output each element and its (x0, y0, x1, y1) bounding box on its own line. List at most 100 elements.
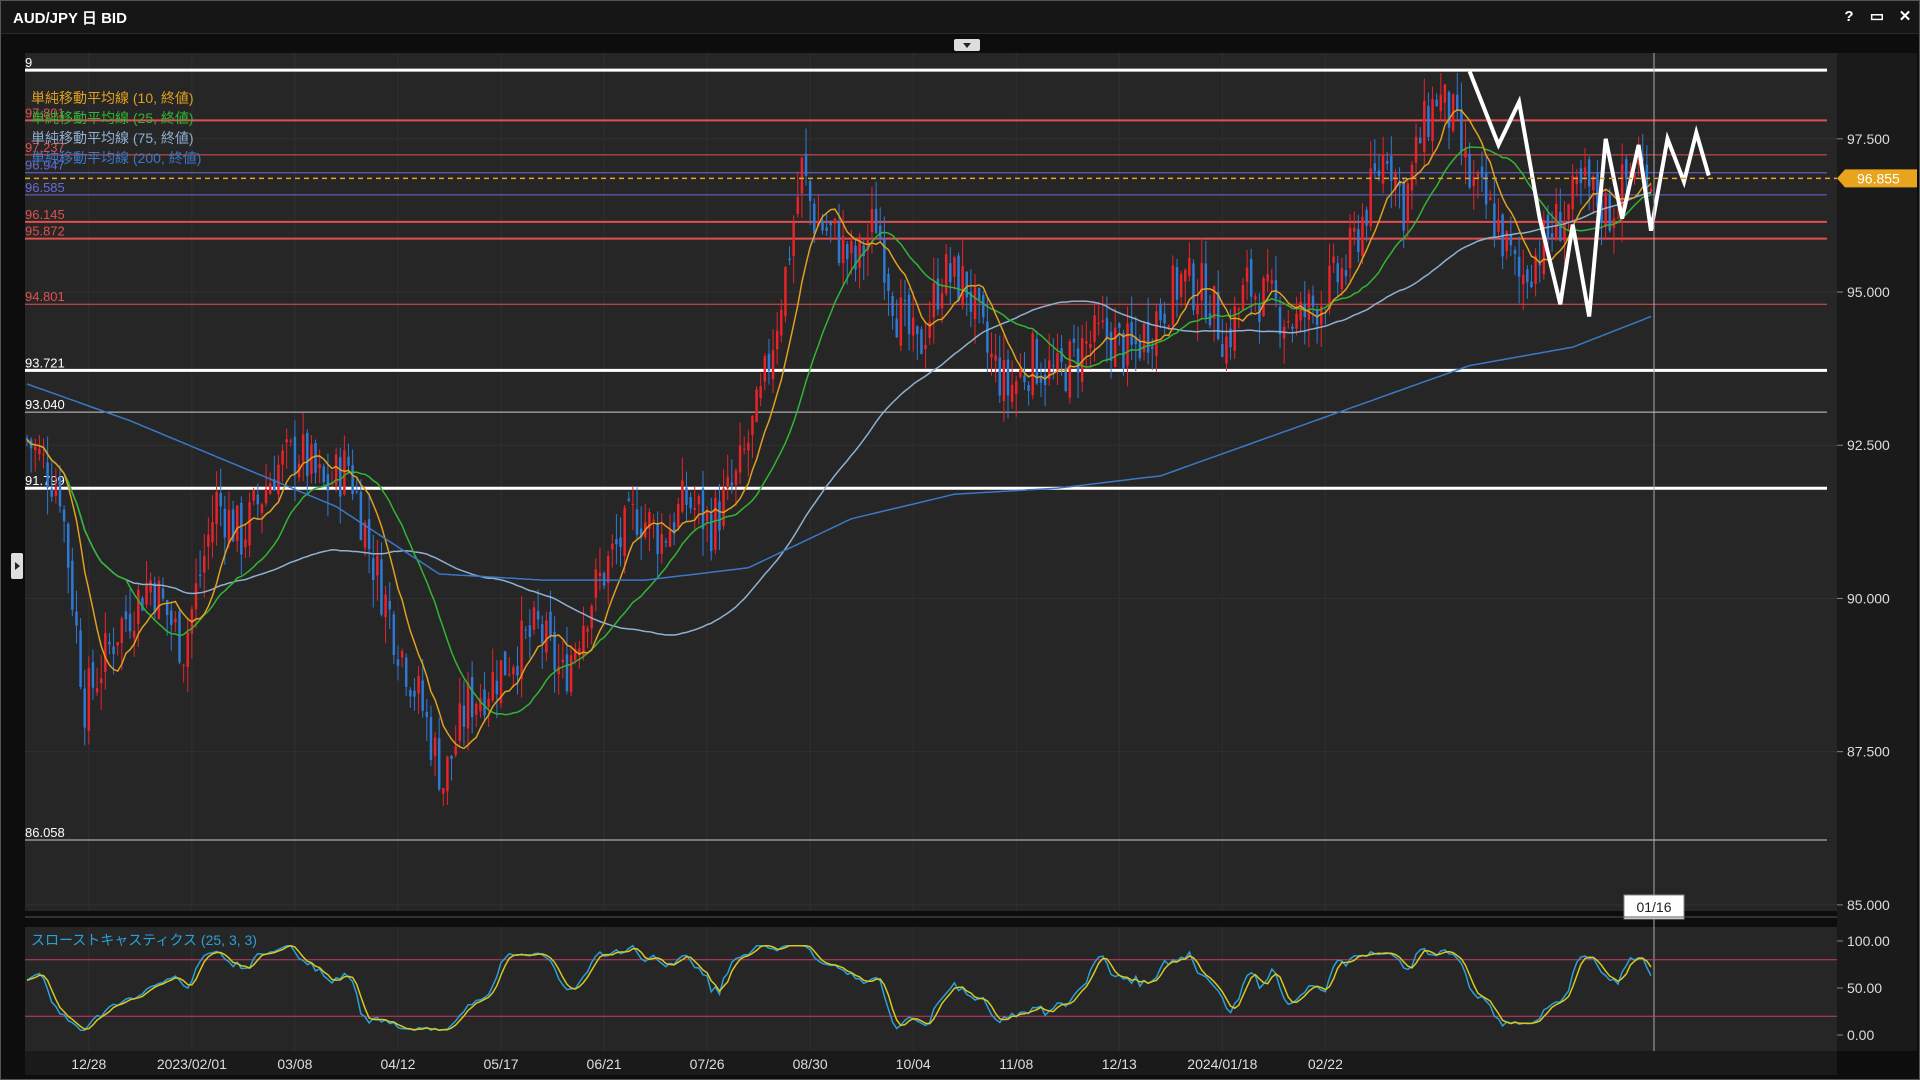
candle-body (1625, 159, 1628, 180)
candle-body (969, 291, 973, 312)
candle-body (83, 688, 86, 728)
stochastic-panel (25, 927, 1837, 1051)
candle-body (404, 657, 408, 687)
candle-body (874, 208, 878, 234)
candle-body (767, 353, 771, 372)
candle-body (1146, 321, 1150, 353)
candle-body (1188, 257, 1191, 277)
candle-body (870, 208, 874, 233)
candle-body (1249, 259, 1253, 297)
candle-body (1596, 172, 1599, 208)
maximize-button[interactable]: ▭ (1869, 8, 1885, 25)
candle-body (306, 432, 309, 476)
candle-body (499, 660, 503, 704)
legend-item: 単純移動平均線 (75, 終値) (31, 130, 194, 146)
candle-body (334, 454, 338, 486)
y-tick-label: 92.500 (1847, 437, 1890, 453)
candle-body (582, 625, 585, 656)
candle-body (182, 664, 185, 666)
x-tick-label: 03/08 (277, 1056, 312, 1072)
level-label: 93.721 (25, 355, 65, 370)
candle-body (1031, 333, 1034, 395)
candle-body (425, 711, 429, 718)
candle-body (153, 583, 157, 613)
candle-body (301, 434, 305, 462)
crosshair-date-box (1623, 894, 1685, 920)
candle-body (994, 355, 997, 361)
candle-body (1489, 197, 1492, 201)
window-title: AUD/JPY 日 BID (13, 10, 127, 27)
candle-body (862, 245, 865, 257)
candle-body (648, 512, 651, 529)
candle-body (293, 436, 297, 475)
candle-body (1105, 317, 1109, 338)
title-bar[interactable]: AUD/JPY 日 BID ? ▭ ✕ (1, 1, 1919, 34)
candle-body (1423, 100, 1426, 152)
candle-body (1080, 338, 1084, 382)
candle-body (58, 477, 62, 507)
help-button[interactable]: ? (1844, 8, 1854, 25)
candle-body (928, 321, 931, 338)
candle-body (1439, 94, 1443, 112)
candle-body (1109, 331, 1113, 361)
candle-body (273, 479, 276, 491)
candle-body (25, 437, 29, 440)
candle-body (1183, 269, 1187, 282)
candle-body (553, 631, 556, 671)
candle-body (1402, 182, 1405, 231)
candle-body (466, 682, 470, 729)
candle-body (112, 646, 115, 654)
candle-body (788, 258, 791, 261)
candle-body (1456, 94, 1459, 111)
candle-body (437, 738, 441, 790)
candle-body (95, 688, 99, 693)
candle-body (207, 534, 210, 547)
candle-body (260, 504, 264, 513)
candle-body (689, 497, 692, 509)
candle-body (124, 611, 128, 620)
current-price-label: 96.855 (1857, 170, 1900, 186)
level-label: 97.801 (25, 105, 65, 120)
candle-body (1002, 360, 1006, 402)
close-button[interactable]: ✕ (1898, 8, 1912, 25)
candle-body (561, 659, 565, 663)
candle-body (1241, 285, 1245, 310)
candle-body (813, 203, 816, 234)
collapse-toolbar-button[interactable] (954, 39, 980, 51)
candle-body (1645, 164, 1649, 201)
candle-body (392, 614, 396, 655)
candle-body (825, 227, 828, 231)
candle-body (858, 236, 861, 268)
candle-body (384, 594, 387, 618)
candle-body (1043, 374, 1047, 386)
y-tick-label: 97.500 (1847, 131, 1890, 147)
candle-body (256, 494, 260, 505)
candle-body (198, 574, 202, 577)
candle-body (1151, 346, 1154, 349)
side-panel-toggle[interactable] (11, 553, 23, 579)
candle-body (149, 580, 152, 593)
candle-body (771, 350, 775, 380)
candle-body (1468, 153, 1471, 188)
candle-body (734, 470, 738, 485)
candle-body (1047, 360, 1051, 380)
candle-body (837, 223, 841, 263)
candle-body (137, 589, 140, 625)
candle-body (1509, 234, 1513, 246)
candle-body (755, 389, 758, 422)
candle-body (487, 698, 490, 708)
candle-body (833, 218, 837, 224)
candle-body (462, 705, 466, 727)
candle-body (1089, 343, 1092, 349)
candle-body (475, 703, 478, 715)
candle-body (1534, 255, 1537, 284)
candle-body (1085, 340, 1088, 344)
candle-body (1035, 339, 1039, 384)
candle-body (458, 703, 462, 741)
candle-body (986, 321, 989, 353)
candle-body (178, 611, 181, 663)
candle-body (99, 678, 103, 684)
candle-body (1480, 166, 1484, 178)
candle-body (936, 278, 940, 310)
